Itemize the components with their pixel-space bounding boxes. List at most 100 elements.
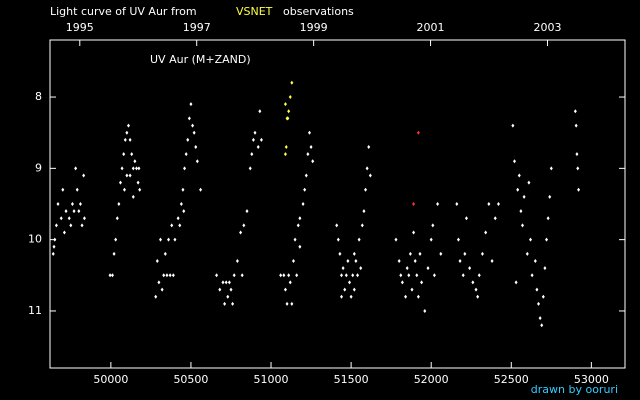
data-point bbox=[410, 287, 414, 292]
data-point bbox=[287, 109, 291, 114]
data-point bbox=[348, 280, 352, 285]
data-point bbox=[53, 237, 57, 242]
y-tick-label: 10 bbox=[28, 233, 42, 246]
data-point bbox=[123, 137, 127, 142]
data-point bbox=[575, 152, 579, 157]
data-point bbox=[256, 144, 260, 149]
data-point bbox=[538, 316, 542, 321]
data-point bbox=[543, 266, 547, 271]
data-point bbox=[458, 259, 462, 264]
data-point bbox=[114, 237, 118, 242]
data-point bbox=[159, 237, 163, 242]
data-point bbox=[346, 259, 350, 264]
data-point bbox=[117, 202, 121, 206]
data-point bbox=[72, 209, 76, 214]
y-tick-label: 9 bbox=[35, 161, 42, 174]
data-point bbox=[546, 216, 550, 221]
data-point bbox=[223, 301, 227, 306]
data-point bbox=[351, 273, 355, 278]
data-point bbox=[259, 137, 263, 142]
data-point bbox=[404, 294, 408, 299]
data-point bbox=[477, 273, 481, 278]
data-point bbox=[352, 251, 356, 256]
data-point bbox=[282, 273, 286, 278]
y-tick-label: 8 bbox=[35, 90, 42, 103]
data-point bbox=[285, 301, 289, 306]
data-point bbox=[56, 202, 60, 206]
data-point bbox=[239, 230, 243, 235]
data-point bbox=[517, 173, 521, 178]
data-point bbox=[356, 273, 360, 278]
data-point bbox=[242, 223, 246, 228]
data-point bbox=[283, 102, 287, 107]
data-point bbox=[122, 152, 126, 157]
data-point bbox=[423, 308, 427, 313]
plot-frame bbox=[49, 39, 626, 369]
data-point bbox=[487, 202, 491, 206]
data-point bbox=[303, 187, 307, 192]
data-point bbox=[115, 216, 119, 221]
data-point bbox=[577, 187, 581, 192]
x2-tick-label: 1997 bbox=[183, 21, 211, 34]
data-point bbox=[335, 223, 339, 228]
chart-title-end: observations bbox=[283, 5, 354, 18]
data-point bbox=[288, 95, 292, 100]
data-point bbox=[245, 209, 249, 214]
data-point bbox=[520, 223, 524, 228]
data-point bbox=[574, 123, 578, 128]
data-point bbox=[78, 202, 82, 206]
data-point bbox=[545, 237, 549, 242]
data-point bbox=[288, 280, 292, 285]
data-point bbox=[429, 237, 433, 242]
data-point bbox=[134, 166, 138, 171]
data-point bbox=[514, 280, 518, 285]
chart-title: Light curve of UV Aur from bbox=[50, 5, 197, 18]
data-point bbox=[130, 152, 134, 157]
data-point bbox=[59, 216, 63, 221]
data-point bbox=[218, 287, 222, 292]
data-point bbox=[173, 237, 177, 242]
x-tick-label: 52000 bbox=[414, 373, 449, 386]
data-point bbox=[62, 230, 66, 235]
data-point bbox=[227, 280, 231, 285]
data-point bbox=[192, 130, 196, 135]
data-point bbox=[248, 166, 252, 171]
data-point bbox=[359, 266, 363, 271]
data-point bbox=[75, 187, 79, 192]
data-point bbox=[436, 202, 440, 206]
data-point bbox=[415, 273, 419, 278]
data-point bbox=[279, 273, 283, 278]
data-point bbox=[535, 287, 539, 292]
x-tick-label: 50000 bbox=[93, 373, 128, 386]
data-point bbox=[463, 251, 467, 256]
data-point bbox=[309, 144, 313, 149]
data-point bbox=[354, 259, 358, 264]
data-point bbox=[340, 273, 344, 278]
data-point bbox=[64, 209, 68, 214]
annotation: UV Aur (M+ZAND) bbox=[150, 53, 251, 66]
data-point bbox=[400, 280, 404, 285]
data-point bbox=[181, 187, 185, 192]
data-point bbox=[108, 273, 112, 278]
data-point bbox=[471, 280, 475, 285]
data-point bbox=[341, 266, 345, 271]
data-point bbox=[189, 102, 193, 107]
data-point bbox=[296, 223, 300, 228]
data-point bbox=[61, 187, 65, 192]
credit: drawn by ooruri bbox=[531, 383, 618, 396]
data-point bbox=[120, 166, 124, 171]
data-point bbox=[365, 166, 369, 171]
x2-tick-label: 1999 bbox=[300, 21, 328, 34]
data-point bbox=[306, 152, 310, 157]
x-tick-label: 50500 bbox=[173, 373, 208, 386]
data-point bbox=[408, 251, 412, 256]
data-point bbox=[186, 137, 190, 142]
data-point bbox=[418, 251, 422, 256]
data-point bbox=[367, 144, 371, 149]
data-point bbox=[431, 223, 435, 228]
data-point bbox=[232, 273, 236, 278]
data-point bbox=[397, 259, 401, 264]
data-point bbox=[70, 202, 74, 206]
data-point bbox=[128, 137, 132, 142]
